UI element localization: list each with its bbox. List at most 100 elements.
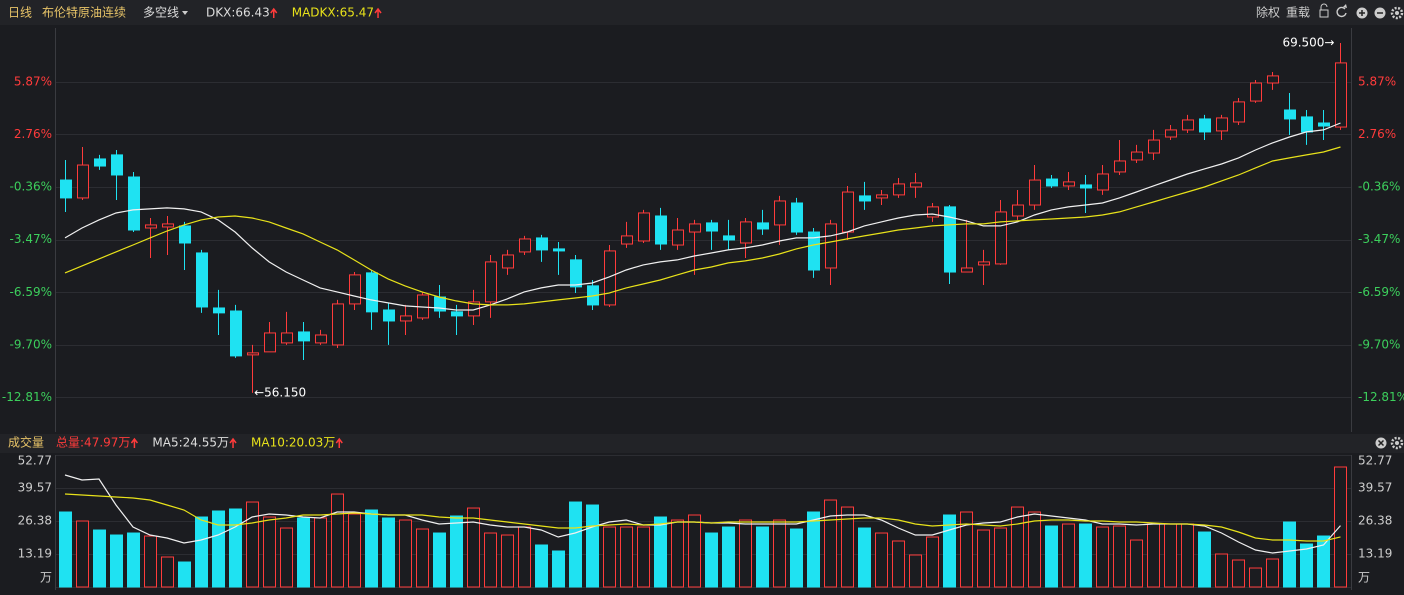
min-price-label: ←56.150: [254, 385, 306, 399]
volume-bar: [518, 526, 531, 588]
volume-bar: [875, 532, 888, 588]
y-tick-label-right: 2.76%: [1358, 127, 1396, 141]
candle-body: [213, 307, 225, 314]
candle-body: [451, 311, 463, 317]
y-tick-label: 万: [40, 571, 52, 585]
volume-bar: [1283, 521, 1296, 588]
volume-header: [0, 434, 1404, 453]
zoom-out-icon[interactable]: [1374, 7, 1386, 19]
y-tick-label: 26.38: [18, 514, 52, 528]
candle-body: [1046, 178, 1058, 187]
candle-body: [689, 223, 701, 233]
volume-bar: [671, 519, 684, 588]
volume-bar: [467, 507, 480, 588]
candle-body: [553, 248, 565, 252]
candle-body: [757, 222, 769, 230]
change-arrow: [130, 437, 139, 448]
volume-bar: [1317, 535, 1330, 588]
volume-bar: [1011, 506, 1024, 588]
volume-bar: [212, 510, 225, 588]
volume-bar: [365, 509, 378, 588]
volume-bar: [331, 493, 344, 588]
close-volume-icon[interactable]: [1375, 437, 1387, 449]
candle-body: [740, 221, 752, 244]
y-tick-label: -9.70%: [10, 337, 52, 351]
indicator-line: [64, 122, 1341, 311]
y-tick-label: -12.81%: [2, 390, 52, 404]
lock-icon[interactable]: [1319, 3, 1329, 18]
volume-bar: [654, 516, 667, 588]
volume-bar: [892, 540, 905, 588]
candle-body: [825, 223, 837, 269]
y-tick-label-right: 5.87%: [1358, 74, 1396, 88]
volume-bar: [433, 532, 446, 588]
volume-bar: [484, 532, 497, 588]
refresh-icon[interactable]: [1336, 4, 1347, 18]
volume-bar: [450, 515, 463, 588]
reload-button[interactable]: 重载: [1286, 6, 1310, 20]
volume-bar: [807, 511, 820, 588]
candle-body: [927, 206, 939, 218]
candle-body: [349, 274, 361, 305]
candle-body: [1148, 139, 1160, 154]
change-arrow: [229, 437, 237, 448]
volume-settings-icon[interactable]: [1390, 436, 1404, 450]
candle-body: [1199, 118, 1211, 133]
candle-body: [519, 238, 531, 253]
legend-entry: MA10:20.03万: [251, 436, 335, 450]
y-tick-label-right: -9.70%: [1358, 337, 1400, 351]
instrument-name[interactable]: 布伦特原油连续: [42, 5, 126, 20]
volume-bar: [943, 514, 956, 588]
candle-body: [315, 334, 327, 344]
candle-body: [1131, 151, 1143, 161]
volume-bar: [1198, 531, 1211, 588]
candle-body: [995, 211, 1007, 265]
candle-body: [774, 200, 786, 226]
volume-bar: [1113, 525, 1126, 588]
volume-bar: [1045, 525, 1058, 588]
y-tick-label-right: -0.36%: [1358, 180, 1400, 194]
dropdown-arrow[interactable]: [182, 11, 188, 15]
candle-body: [247, 352, 259, 356]
legend-entry: MADKX:65.47: [292, 6, 374, 20]
y-tick-label: 13.19: [18, 547, 52, 561]
indicator-select[interactable]: 多空线: [143, 6, 179, 20]
change-arrow: [270, 7, 278, 18]
y-tick-label: 5.87%: [14, 74, 52, 88]
volume-bar: [110, 534, 123, 588]
volume-bar: [552, 550, 565, 588]
exright-button[interactable]: 除权: [1256, 5, 1280, 20]
volume-bar: [994, 527, 1007, 588]
candle-body: [876, 194, 888, 199]
volume-bar: [824, 499, 837, 588]
y-tick-label-right: -6.59%: [1358, 285, 1400, 299]
volume-bar: [144, 535, 157, 588]
candle-body: [77, 164, 89, 199]
candle-body: [264, 332, 276, 353]
volume-bar: [195, 516, 208, 588]
candle-body: [672, 229, 684, 246]
period-tab[interactable]: 日线: [8, 6, 32, 20]
volume-bar: [926, 536, 939, 588]
settings-icon[interactable]: [1390, 6, 1404, 20]
candle-body: [383, 309, 395, 322]
candle-body: [1063, 181, 1075, 187]
volume-bar: [399, 519, 412, 588]
zoom-in-icon[interactable]: [1356, 7, 1368, 19]
y-tick-label-right: 13.19: [1358, 547, 1392, 561]
candle-body: [893, 183, 905, 196]
candle-body: [298, 331, 310, 342]
volume-bar: [858, 527, 871, 588]
candle-body: [1165, 129, 1177, 138]
candle-body: [621, 235, 633, 245]
volume-bar: [773, 519, 786, 588]
toolbar: [0, 0, 1404, 25]
candle-body: [1301, 116, 1313, 133]
volume-bar: [1062, 523, 1075, 588]
volume-bar: [59, 511, 72, 588]
candle-body: [570, 259, 582, 288]
change-arrow: [374, 7, 382, 18]
volume-bar: [960, 511, 973, 588]
